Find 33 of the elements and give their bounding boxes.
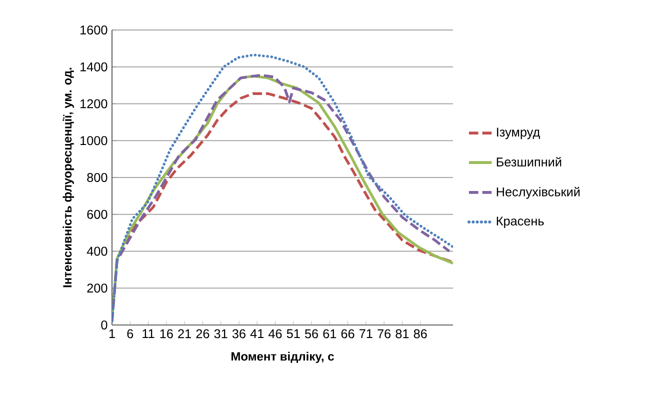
x-tick-label: 31 xyxy=(214,329,228,338)
y-axis-title: Інтенсивність флуоресценції, ум. од. xyxy=(62,68,74,288)
x-tick-label: 11 xyxy=(142,329,154,338)
y-tick-label: 600 xyxy=(87,210,108,219)
x-tick-label: 6 xyxy=(127,329,134,338)
y-tick-label: 200 xyxy=(87,284,108,293)
legend-label: Ізумруд xyxy=(497,128,540,140)
x-tick-label: 36 xyxy=(232,329,246,338)
x-tick-label: 76 xyxy=(378,329,391,338)
y-tick-label: 0 xyxy=(101,320,108,330)
y-tick-label: 1200 xyxy=(80,99,108,108)
x-tick-label: 21 xyxy=(178,329,191,338)
y-tick-label: 1400 xyxy=(80,62,108,72)
x-tick-label: 46 xyxy=(268,329,282,338)
x-tick-label: 26 xyxy=(196,329,210,338)
x-tick-label: 86 xyxy=(414,329,427,338)
x-tick-label: 51 xyxy=(286,329,300,338)
y-tick-label: 1000 xyxy=(80,136,108,146)
x-tick-label: 66 xyxy=(341,329,354,338)
y-tick-label: 1600 xyxy=(80,26,108,34)
x-tick-label: 61 xyxy=(323,329,336,338)
x-axis-title: Момент відліку, с xyxy=(232,352,334,364)
x-tick-label: 16 xyxy=(160,329,173,338)
x-tick-label: 56 xyxy=(304,329,318,338)
x-tick-label: 81 xyxy=(396,329,409,338)
legend-label: Красень xyxy=(496,216,544,228)
y-tick-label: 800 xyxy=(87,173,108,182)
legend-label: Неслухівський xyxy=(496,186,580,199)
x-tick-label: 1 xyxy=(109,329,115,338)
x-tick-label: 71 xyxy=(360,329,372,338)
legend-label: Безшипний xyxy=(496,156,562,166)
x-tick-label: 41 xyxy=(250,329,264,338)
y-tick-label: 400 xyxy=(86,246,108,256)
